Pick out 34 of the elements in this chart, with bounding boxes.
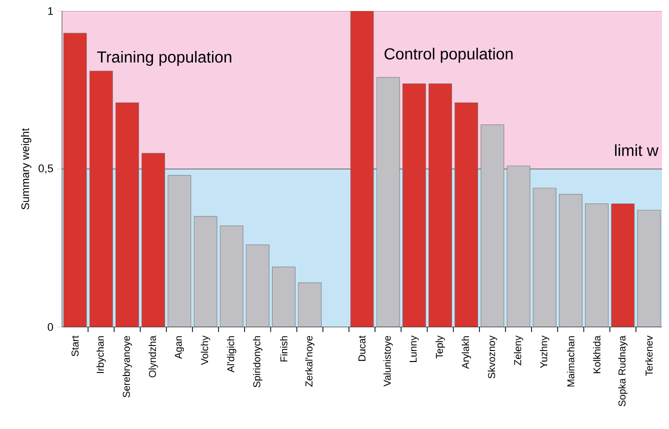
x-tick-label: Spiridonych: [252, 336, 262, 388]
x-tick-label: Arylakh: [462, 336, 472, 369]
annotation: Training population: [97, 50, 232, 66]
annotation: Control population: [384, 48, 513, 63]
x-tick-label: Agan: [174, 336, 184, 359]
x-tick-label: Valunistoye: [383, 336, 393, 386]
x-tick-label: Zeleny: [514, 336, 524, 366]
ref-line-label: limit w: [615, 144, 658, 156]
x-tick-label: Serebryanoye: [122, 336, 132, 398]
bar: [298, 282, 322, 327]
x-tick-label: Sopka Rudnaya: [618, 336, 628, 406]
x-tick-label: Olyndzha: [148, 336, 158, 378]
y-axis-title: Summary weight: [21, 128, 32, 210]
x-tick-label: Finish: [280, 336, 288, 362]
y-tick-label: 0: [48, 323, 54, 331]
x-tick-label: Ducat: [358, 336, 366, 361]
x-tick-label: Kolkhida: [593, 336, 600, 374]
y-tick-label: 1: [48, 7, 53, 15]
x-tick-label: Irbychan: [96, 336, 106, 373]
x-tick-label: Zerkal'noye: [305, 336, 314, 387]
x-tick-label: Yuzhny: [540, 336, 550, 368]
x-tick-label: Start: [72, 336, 79, 356]
x-tick-label: Teply: [436, 336, 445, 359]
x-tick-label: Skvoznoy: [488, 336, 498, 378]
bar: [168, 175, 192, 327]
bar: [194, 216, 218, 327]
bar: [272, 266, 296, 327]
x-tick-label: Lunny: [410, 336, 419, 362]
y-tick-label: 0,5: [38, 164, 53, 174]
x-tick-label: Volchy: [200, 336, 210, 365]
x-tick-label: Al'digich: [226, 336, 236, 372]
bar: [246, 244, 270, 327]
x-tick-label: Maimachan: [567, 336, 574, 386]
x-tick-label: Terkenev: [645, 336, 653, 376]
